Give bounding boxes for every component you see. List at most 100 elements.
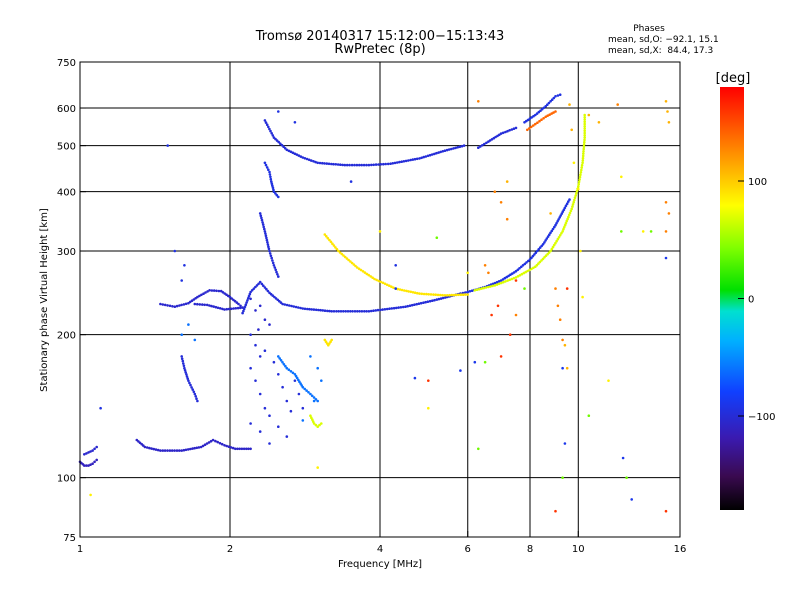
echo-point (552, 96, 556, 100)
echo-point (260, 218, 264, 222)
echo-point (275, 270, 278, 274)
echo-point (558, 318, 562, 322)
echo-point (583, 118, 586, 121)
echo-point (554, 241, 557, 245)
echo-point (268, 173, 272, 176)
echo-point (443, 294, 447, 297)
echo-point (268, 170, 271, 174)
echo-point (448, 293, 451, 297)
echo-point (303, 157, 307, 160)
echo-point (563, 206, 567, 210)
echo-point (173, 249, 177, 253)
echo-point (244, 303, 248, 307)
echo-point (363, 271, 367, 274)
echo-point (266, 289, 270, 293)
echo-point (268, 127, 271, 131)
echo-point (332, 244, 336, 247)
echo-point (520, 265, 523, 269)
echo-point (508, 278, 512, 282)
echo-point (509, 273, 512, 277)
echo-point (418, 157, 421, 160)
echo-point (303, 307, 307, 311)
echo-point (223, 308, 226, 311)
echo-point (411, 291, 415, 294)
colorbar-tick-label: −100 (748, 412, 775, 423)
echo-point (526, 269, 529, 273)
echo-point (232, 307, 235, 310)
echo-point (349, 310, 352, 313)
echo-point (393, 161, 397, 165)
echo-point (214, 305, 218, 309)
echo-point (299, 306, 302, 310)
echo-point (197, 446, 201, 449)
echo-point (181, 359, 185, 363)
echo-point (196, 295, 199, 299)
echo-point (496, 304, 500, 308)
echo-point (236, 306, 240, 310)
echo-point (416, 291, 419, 295)
echo-point (583, 134, 586, 137)
echo-point (334, 163, 338, 166)
echo-point (464, 293, 467, 296)
echo-point (321, 161, 324, 165)
y-tick-label: 500 (57, 142, 76, 153)
echo-point (189, 383, 192, 387)
echo-point (89, 450, 92, 453)
echo-point (547, 101, 551, 105)
echo-point (309, 392, 312, 396)
echo-point (482, 286, 486, 290)
echo-point (418, 292, 421, 295)
echo-point (255, 284, 259, 287)
echo-point (289, 150, 293, 153)
echo-point (272, 264, 276, 267)
echo-point (214, 439, 217, 443)
echo-point (499, 132, 503, 135)
echo-point (350, 163, 354, 167)
echo-point (484, 286, 488, 289)
echo-point (558, 234, 562, 237)
echo-point (459, 293, 463, 297)
echo-point (339, 163, 342, 166)
echo-point (395, 306, 398, 310)
echo-point (546, 114, 549, 117)
echo-point (413, 303, 416, 307)
echo-point (264, 234, 268, 237)
echo-point (569, 209, 573, 213)
echo-point (269, 254, 273, 258)
echo-point (161, 449, 165, 452)
echo-point (455, 293, 458, 297)
echo-point (279, 359, 283, 362)
echo-point (518, 274, 522, 277)
echo-point (93, 460, 96, 464)
echo-point (254, 343, 257, 347)
echo-point (336, 163, 340, 166)
echo-point (281, 302, 284, 306)
echo-point (236, 447, 239, 451)
echo-point (312, 422, 316, 425)
echo-point (326, 236, 330, 240)
echo-point (249, 366, 252, 370)
echo-point (544, 105, 547, 108)
echo-point (277, 373, 280, 376)
echo-point (272, 190, 276, 193)
echo-point (447, 148, 451, 151)
echo-point (89, 493, 92, 497)
echo-point (394, 287, 398, 290)
echo-point (583, 122, 586, 126)
echo-point (587, 113, 591, 117)
echo-point (334, 246, 337, 249)
echo-point (258, 355, 262, 358)
echo-point (504, 280, 507, 283)
echo-point (184, 302, 188, 306)
echo-point (182, 303, 186, 306)
echo-point (394, 264, 398, 267)
echo-point (582, 152, 585, 155)
echo-point (520, 272, 524, 276)
x-tick-label: 1 (77, 544, 83, 555)
echo-point (337, 249, 340, 253)
echo-point (443, 149, 447, 152)
x-tick-label: 2 (227, 544, 233, 555)
y-tick-label: 100 (57, 474, 76, 485)
echo-point (178, 304, 181, 307)
echo-point (456, 146, 460, 149)
